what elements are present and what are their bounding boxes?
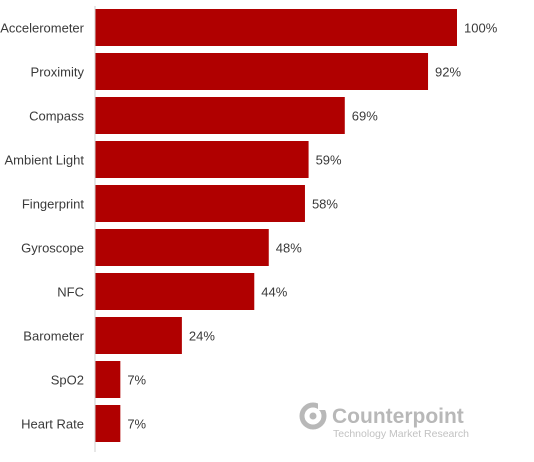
bar-barometer (95, 317, 182, 354)
bar-gyroscope (95, 229, 269, 266)
value-label-gyroscope: 48% (276, 241, 302, 256)
category-label-gyroscope: Gyroscope (21, 241, 84, 256)
value-label-proximity: 92% (435, 65, 461, 80)
category-labels-group: Accelerometer Proximity Compass Ambient Lig… (0, 21, 84, 432)
bar-heart-rate (95, 405, 121, 442)
value-label-accelerometer: 100% (464, 21, 498, 36)
category-label-barometer: Barometer (23, 329, 84, 344)
bar-nfc (95, 273, 255, 310)
value-label-spo2: 7% (127, 373, 146, 388)
category-label-heart-rate: Heart Rate (21, 417, 84, 432)
category-label-compass: Compass (29, 109, 84, 124)
value-label-barometer: 24% (189, 329, 215, 344)
category-label-ambient-light: Ambient Light (5, 153, 85, 168)
watermark-tagline: Technology Market Research (333, 428, 469, 440)
counterpoint-logo-icon (299, 400, 328, 430)
bar-accelerometer (95, 9, 457, 46)
category-label-accelerometer: Accelerometer (0, 21, 84, 36)
value-label-ambient-light: 59% (316, 153, 342, 168)
value-label-heart-rate: 7% (127, 417, 146, 432)
category-label-fingerprint: Fingerprint (22, 197, 85, 212)
value-labels-group: 100% 92% 69% 59% 58% 48% 44% 24% 7% 7% (127, 21, 497, 432)
category-label-spo2: SpO2 (51, 373, 84, 388)
bar-fingerprint (95, 185, 305, 222)
bar-proximity (95, 53, 429, 90)
value-label-compass: 69% (352, 109, 378, 124)
bar-compass (95, 97, 345, 134)
watermark-name: Counterpoint (332, 405, 464, 428)
bar-ambient-light (95, 141, 309, 178)
bar-spo2 (95, 361, 121, 398)
counterpoint-watermark: Counterpoint Technology Market Research (299, 400, 469, 440)
category-label-nfc: NFC (57, 285, 84, 300)
value-label-nfc: 44% (261, 285, 287, 300)
bars-group (95, 9, 457, 442)
value-label-fingerprint: 58% (312, 197, 338, 212)
category-label-proximity: Proximity (31, 65, 85, 80)
